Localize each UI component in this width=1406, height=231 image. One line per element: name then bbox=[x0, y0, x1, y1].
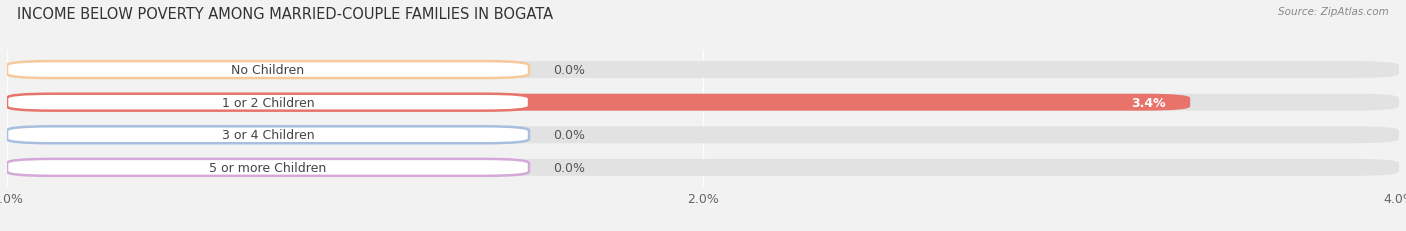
FancyBboxPatch shape bbox=[7, 62, 529, 79]
Text: 0.0%: 0.0% bbox=[554, 129, 585, 142]
FancyBboxPatch shape bbox=[7, 62, 1399, 79]
FancyBboxPatch shape bbox=[7, 94, 1399, 111]
Text: Source: ZipAtlas.com: Source: ZipAtlas.com bbox=[1278, 7, 1389, 17]
FancyBboxPatch shape bbox=[7, 94, 1191, 111]
Text: 5 or more Children: 5 or more Children bbox=[209, 161, 326, 174]
Text: 0.0%: 0.0% bbox=[554, 64, 585, 77]
Text: 3 or 4 Children: 3 or 4 Children bbox=[222, 129, 315, 142]
FancyBboxPatch shape bbox=[7, 159, 1399, 176]
Text: 3.4%: 3.4% bbox=[1132, 96, 1166, 109]
FancyBboxPatch shape bbox=[7, 127, 1399, 144]
Text: INCOME BELOW POVERTY AMONG MARRIED-COUPLE FAMILIES IN BOGATA: INCOME BELOW POVERTY AMONG MARRIED-COUPL… bbox=[17, 7, 553, 22]
FancyBboxPatch shape bbox=[7, 94, 529, 111]
Text: 1 or 2 Children: 1 or 2 Children bbox=[222, 96, 315, 109]
Text: No Children: No Children bbox=[232, 64, 305, 77]
FancyBboxPatch shape bbox=[7, 127, 529, 144]
Text: 0.0%: 0.0% bbox=[554, 161, 585, 174]
FancyBboxPatch shape bbox=[7, 159, 529, 176]
